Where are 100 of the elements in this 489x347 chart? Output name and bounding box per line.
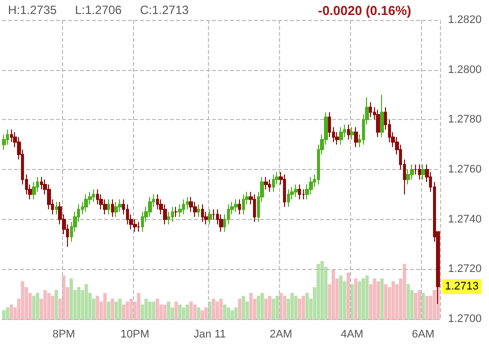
bar (212, 298, 216, 319)
bar (110, 298, 114, 319)
bar (163, 304, 167, 319)
candlestick (10, 129, 13, 143)
x-tick-label: Jan 11 (194, 328, 226, 340)
text: C:1.2713 (140, 3, 190, 17)
candlestick (347, 124, 350, 140)
bar (362, 278, 365, 319)
bar (298, 298, 302, 319)
bar (354, 278, 358, 319)
candlestick (163, 204, 167, 225)
bar (200, 310, 204, 319)
bar (376, 281, 380, 319)
y-tick-label: 1.2720 (448, 263, 482, 276)
bar (425, 296, 429, 319)
bar (316, 264, 320, 319)
bar (54, 290, 58, 319)
candlestick (238, 198, 241, 215)
candlestick (264, 176, 268, 190)
candlestick (141, 211, 144, 232)
bar (6, 307, 10, 319)
bar (174, 302, 178, 319)
candlestick (103, 198, 107, 215)
bar (126, 302, 130, 319)
bar (10, 304, 14, 319)
bar (264, 298, 268, 319)
text: -0.0020 (0.16%) (318, 3, 412, 18)
candlestick (234, 198, 238, 212)
bar (392, 281, 395, 319)
bar (118, 298, 122, 319)
candlestick (339, 126, 343, 146)
y-tick-label: 1.2800 (448, 64, 482, 76)
bar (178, 304, 182, 319)
candlestick (302, 188, 305, 200)
bar (20, 281, 24, 319)
bar (47, 292, 50, 319)
bar (406, 284, 410, 319)
bar (107, 302, 110, 319)
bar (193, 304, 196, 319)
candlestick (114, 201, 118, 218)
candlestick (380, 94, 384, 138)
candlestick (55, 201, 58, 215)
candlestick (197, 204, 200, 218)
candlestick (418, 164, 421, 180)
y-tick-label: 1.2780 (448, 114, 482, 126)
bar (216, 302, 219, 319)
x-tick-label: 2AM (270, 328, 292, 340)
bar (129, 298, 133, 319)
candlestick (107, 198, 110, 215)
candlestick (219, 214, 223, 232)
bar (275, 296, 279, 319)
bar (414, 292, 418, 319)
bar (144, 298, 148, 319)
bar (302, 296, 306, 319)
candlestick (137, 221, 140, 232)
candlestick (283, 174, 286, 208)
bar (305, 292, 309, 319)
candlestick (354, 126, 358, 148)
bar (219, 298, 223, 319)
bar (238, 298, 242, 319)
candlestick (369, 102, 372, 118)
candlestick (193, 201, 197, 218)
bar (114, 302, 118, 319)
candlestick (208, 208, 212, 225)
bar (156, 298, 160, 319)
bar (136, 292, 140, 319)
candlestick (242, 194, 245, 215)
annotation: 1.2713 (445, 280, 479, 293)
bar (84, 284, 88, 319)
bar (186, 304, 189, 319)
candlestick (133, 218, 137, 232)
bar (282, 296, 286, 319)
text: L:1.2706 (75, 3, 122, 17)
candlestick (6, 129, 9, 146)
candlestick (92, 188, 95, 202)
bar (166, 302, 170, 319)
bar (294, 296, 298, 319)
bar (122, 304, 126, 319)
candlestick (287, 188, 290, 208)
x-tick-label: 6AM (412, 328, 434, 340)
bar (77, 287, 80, 319)
bar (32, 296, 36, 319)
candlestick (84, 194, 88, 212)
bar (268, 296, 272, 319)
y-tick-label: 1.2760 (448, 164, 482, 176)
candlestick (298, 184, 301, 200)
candlestick (32, 181, 36, 200)
bar (432, 290, 436, 319)
candlestick (111, 198, 114, 218)
bar (418, 290, 422, 319)
candlestick (272, 174, 275, 192)
x-tick-label: 4AM (340, 328, 364, 340)
bar (230, 310, 234, 319)
bar (2, 310, 6, 319)
bar (223, 304, 226, 319)
y-tick-label: 1.2740 (448, 213, 482, 226)
candlestick (182, 198, 185, 215)
x-tick-label: 8PM (52, 328, 76, 340)
bar (152, 302, 156, 319)
candlestick (421, 164, 425, 180)
